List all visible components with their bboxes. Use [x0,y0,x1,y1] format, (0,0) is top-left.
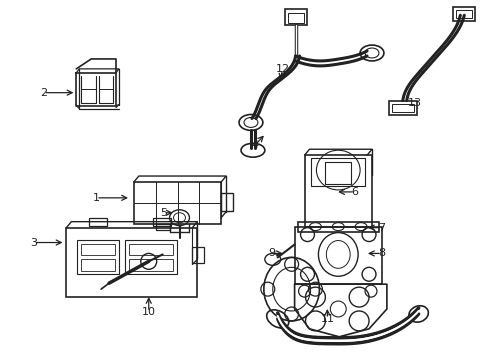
Text: 7: 7 [378,222,385,233]
Bar [66,228,197,297]
Bar [304,155,371,227]
Bar [311,158,365,186]
Text: 5: 5 [160,208,167,218]
Bar [81,260,115,271]
Bar [221,193,233,211]
Bar [129,243,172,255]
Bar [124,239,176,274]
Text: 3: 3 [30,238,37,248]
Text: 12: 12 [275,64,289,74]
Bar [391,104,413,112]
Bar [81,243,115,255]
Bar [287,13,303,23]
Bar [129,260,172,271]
Bar [325,162,350,184]
Bar [192,247,204,264]
Text: 1: 1 [92,193,100,203]
Bar [134,182,221,224]
Bar [77,239,119,274]
Text: 13: 13 [407,98,421,108]
Bar [455,10,471,18]
Text: 8: 8 [378,248,385,258]
Bar [452,7,474,21]
Bar [284,9,306,25]
Bar [89,218,107,226]
Text: 10: 10 [142,307,155,317]
Text: 2: 2 [40,88,47,98]
Text: 6: 6 [351,187,358,197]
Bar [297,222,378,231]
Text: 9: 9 [268,248,275,258]
Bar [294,227,381,284]
Bar [388,100,416,114]
Bar [152,218,170,226]
Text: 4: 4 [251,140,258,150]
Text: 11: 11 [320,314,334,324]
Bar [155,224,169,230]
